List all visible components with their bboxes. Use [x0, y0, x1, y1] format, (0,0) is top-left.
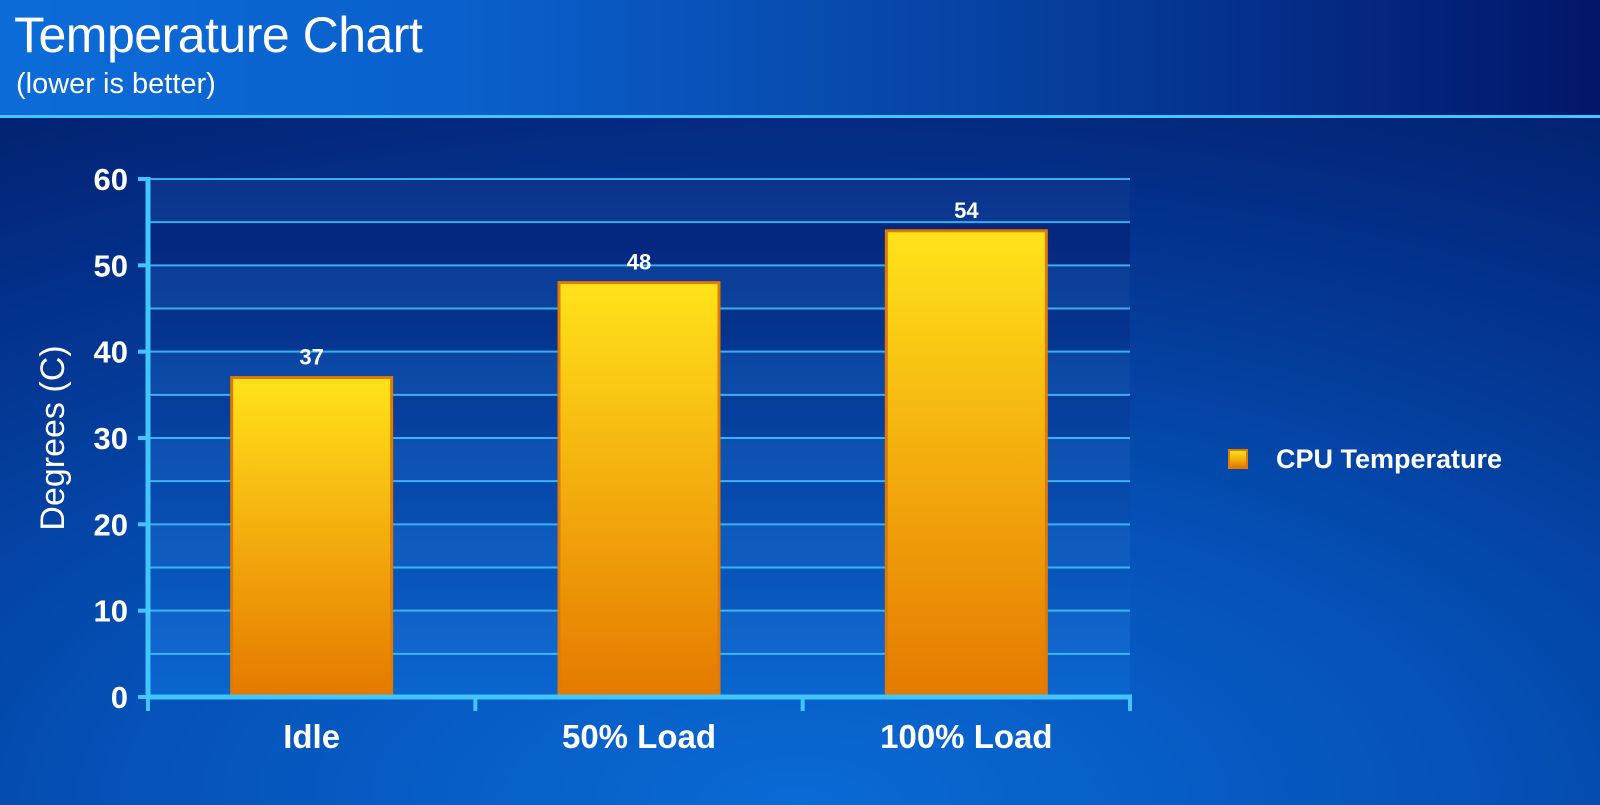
y-tick-label: 10	[94, 594, 128, 629]
bar-50-load	[557, 281, 721, 695]
y-tick-label: 20	[94, 507, 128, 542]
y-tick-label: 60	[94, 162, 128, 197]
x-tick-label: 50% Load	[562, 718, 716, 755]
x-tick-label: 100% Load	[880, 718, 1052, 755]
x-tick-label: Idle	[283, 718, 340, 755]
bar-100-load	[884, 229, 1048, 695]
data-label: 37	[299, 345, 323, 370]
legend-swatch	[1228, 449, 1248, 469]
y-tick-label: 0	[111, 680, 128, 715]
legend: CPU Temperature	[1228, 444, 1502, 474]
data-label: 54	[954, 198, 979, 223]
grid-band	[148, 179, 1130, 223]
data-label: 48	[627, 250, 651, 275]
bar-idle	[230, 376, 394, 695]
chart-title: Temperature Chart	[14, 7, 423, 63]
y-axis-label: Degrees (C)	[34, 345, 72, 530]
y-tick-label: 30	[94, 421, 128, 456]
y-tick-label: 50	[94, 248, 128, 283]
y-tick-label: 40	[94, 335, 128, 370]
chart-subtitle: (lower is better)	[16, 68, 216, 100]
legend-label: CPU Temperature	[1276, 443, 1503, 474]
header: Temperature Chart (lower is better)	[0, 0, 1600, 118]
